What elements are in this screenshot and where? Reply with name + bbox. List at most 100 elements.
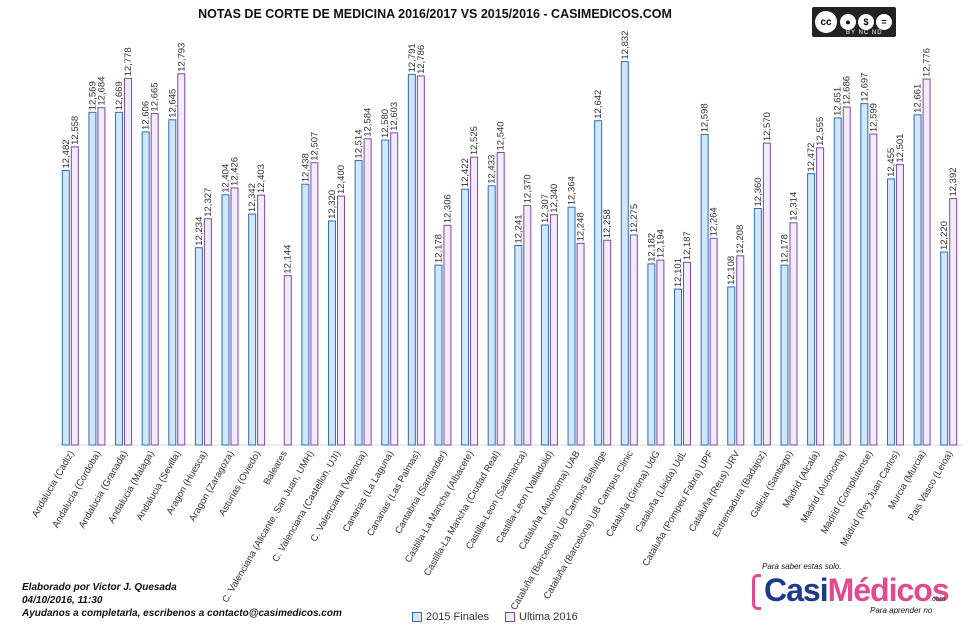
bar (257, 194, 266, 446)
data-label: 12,234 (194, 217, 205, 246)
data-label: 12,422 (460, 158, 471, 187)
data-label: 12,208 (735, 225, 746, 254)
noderivatives-icon: = (876, 14, 892, 30)
chart-title: NOTAS DE CORTE DE MEDICINA 2016/2017 VS … (198, 7, 672, 21)
logo-dotcom: .com (930, 596, 946, 603)
data-label: 12,501 (895, 134, 906, 163)
data-label: 12,472 (806, 143, 817, 172)
bar (620, 61, 629, 446)
data-label: 12,403 (256, 164, 267, 193)
bar (97, 107, 106, 446)
data-label: 12,178 (433, 234, 444, 263)
bar (789, 222, 798, 446)
bar (115, 111, 124, 446)
data-label: 12,187 (682, 231, 693, 260)
data-label: 12,404 (221, 164, 232, 193)
data-label: 12,275 (629, 204, 640, 233)
data-label: 12,364 (567, 176, 578, 205)
data-label: 12,342 (247, 183, 258, 212)
data-label: 12,482 (61, 139, 72, 168)
bar (753, 207, 762, 446)
bar (470, 156, 479, 446)
data-label: 12,665 (150, 83, 161, 112)
logo-brand: CasiMédicos (764, 572, 950, 609)
bar (833, 117, 842, 446)
data-label: 12,661 (913, 84, 924, 113)
casimedicos-logo: Para saber estas solo. CasiMédicos .com … (752, 562, 952, 622)
bar (434, 264, 443, 446)
bar (869, 133, 878, 446)
bar (629, 234, 638, 446)
bar (895, 164, 904, 446)
data-label: 12,327 (203, 188, 214, 217)
bar (168, 119, 177, 446)
bar (647, 263, 656, 446)
data-label: 12,101 (673, 258, 684, 287)
legend-swatch-2016 (505, 612, 515, 622)
noncommercial-icon: $ (858, 14, 874, 30)
chart-legend: 2015 Finales Ultima 2016 (412, 611, 578, 623)
data-label: 12,108 (726, 256, 737, 285)
data-label: 12,392 (948, 167, 959, 196)
bar (124, 77, 133, 446)
bar (327, 220, 336, 446)
data-label: 12,340 (549, 184, 560, 213)
bar (807, 173, 816, 446)
data-label: 12,433 (487, 155, 498, 184)
bar (549, 214, 558, 446)
data-label: 12,697 (859, 73, 870, 102)
data-label: 12,370 (522, 174, 533, 203)
creative-commons-badge: cc ● $ = BY NC ND (812, 7, 896, 37)
data-label: 12,558 (70, 116, 81, 145)
bar (540, 224, 549, 446)
data-label: 12,555 (815, 117, 826, 146)
logo-tagline-bottom: Para aprender no (870, 606, 933, 615)
legend-item-2015: 2015 Finales (412, 611, 489, 623)
bar (913, 114, 922, 446)
data-label: 12,258 (602, 209, 613, 238)
legend-swatch-2015 (412, 612, 422, 622)
data-label: 12,684 (96, 77, 107, 106)
data-label: 12,220 (939, 221, 950, 250)
contact-line: Ayudanos a completarla, escribenos a con… (22, 608, 342, 619)
bar (461, 188, 470, 446)
bar (70, 146, 79, 446)
bar (88, 111, 97, 446)
bar (177, 73, 186, 446)
data-label: 12,791 (407, 43, 418, 72)
data-label: 12,645 (167, 89, 178, 118)
bar (727, 286, 736, 446)
bar (700, 133, 709, 446)
logo-brand-b: Médicos (827, 572, 950, 608)
cc-icon: cc (815, 11, 837, 33)
data-label: 12,584 (363, 108, 374, 137)
bar (603, 239, 612, 446)
data-label: 12,832 (620, 31, 631, 60)
bar (443, 224, 452, 446)
bar (860, 103, 869, 446)
cc-terms: BY NC ND (846, 30, 883, 36)
data-label: 12,426 (230, 157, 241, 186)
bar (780, 264, 789, 446)
bar (248, 213, 257, 446)
bar (363, 138, 372, 446)
data-label: 12,540 (496, 121, 507, 150)
data-label: 12,599 (868, 103, 879, 132)
legend-item-2016: Ultima 2016 (505, 611, 578, 623)
category-label: Baleares (262, 449, 290, 487)
bar (656, 259, 665, 446)
data-label: 12,320 (327, 190, 338, 219)
author-note: Elaborado por Victor J. Quesada 04/10/20… (22, 581, 342, 620)
data-label: 12,514 (354, 130, 365, 159)
bar (886, 178, 895, 446)
bar (709, 237, 718, 446)
bar (816, 147, 825, 446)
category-label: Andalucia (Cordoba) (50, 449, 103, 530)
bar (390, 132, 399, 446)
bar (842, 106, 851, 446)
bar (283, 275, 292, 446)
legend-label-2016: Ultima 2016 (519, 611, 578, 623)
date-line: 04/10/2016, 11:30 (22, 595, 103, 606)
bar (674, 288, 683, 446)
